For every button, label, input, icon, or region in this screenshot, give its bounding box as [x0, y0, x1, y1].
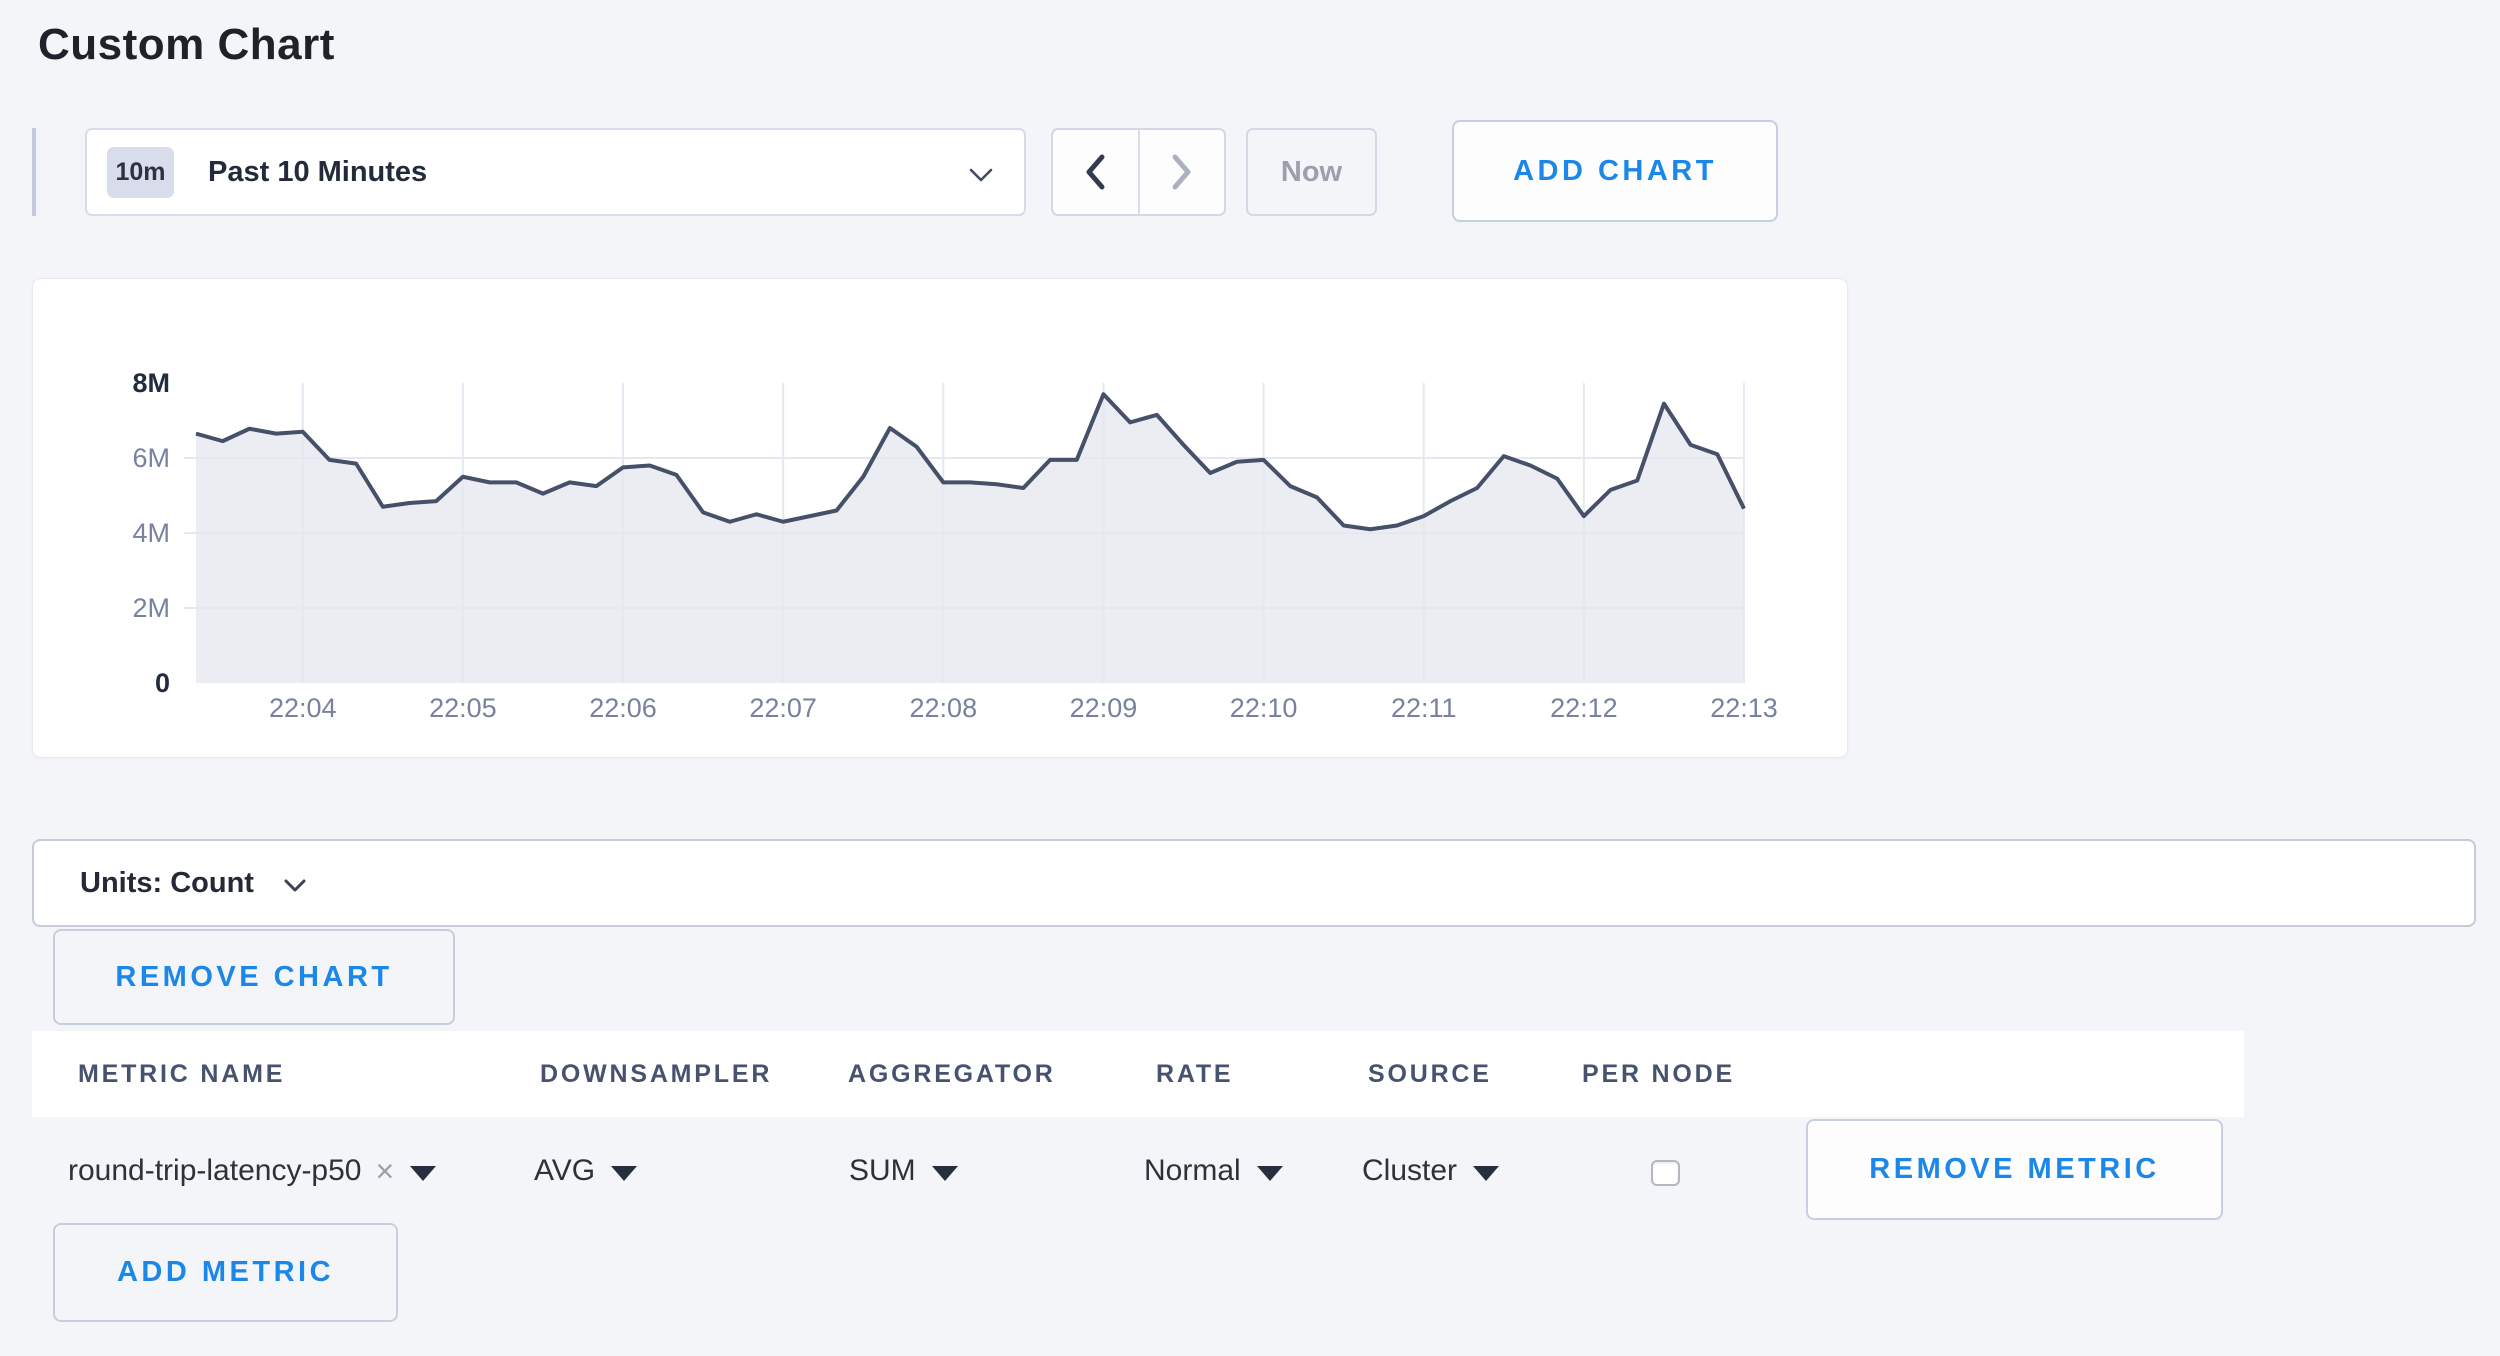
svg-text:22:08: 22:08 [910, 693, 978, 723]
svg-text:22:07: 22:07 [749, 693, 817, 723]
remove-metric-button[interactable]: REMOVE METRIC [1806, 1119, 2223, 1220]
chart-card: 22:04 22:05 22:06 22:07 22:08 22:09 22:10 22:11… [32, 278, 1848, 758]
svg-text:8M: 8M [132, 368, 170, 398]
metrics-table-header: METRIC NAME DOWNSAMPLER AGGREGATOR RATE … [32, 1031, 2244, 1117]
svg-text:22:05: 22:05 [429, 693, 497, 723]
time-window-label: Past 10 Minutes [208, 155, 428, 188]
time-window-badge: 10m [107, 146, 174, 198]
time-back-button[interactable] [1053, 130, 1140, 214]
svg-text:22:04: 22:04 [269, 693, 337, 723]
column-header-rate: RATE [1156, 1059, 1234, 1088]
time-series-chart: 22:04 22:05 22:06 22:07 22:08 22:09 22:10 22:11… [132, 368, 1778, 723]
toolbar-accent-bar [32, 128, 36, 216]
svg-text:22:12: 22:12 [1550, 693, 1618, 723]
svg-text:22:10: 22:10 [1230, 693, 1298, 723]
caret-down-icon [1473, 1165, 1500, 1181]
column-header-metric-name: METRIC NAME [78, 1059, 286, 1088]
caret-down-icon [931, 1165, 958, 1181]
svg-text:4M: 4M [132, 518, 170, 548]
svg-text:22:11: 22:11 [1391, 693, 1457, 723]
svg-text:6M: 6M [132, 443, 170, 473]
source-value: Cluster [1362, 1154, 1458, 1187]
svg-text:0: 0 [155, 668, 170, 698]
aggregator-value: SUM [849, 1154, 916, 1187]
add-chart-button[interactable]: ADD CHART [1452, 120, 1778, 222]
svg-text:2M: 2M [132, 593, 170, 623]
column-header-source: SOURCE [1368, 1059, 1492, 1088]
time-window-dropdown[interactable]: 10m Past 10 Minutes [85, 128, 1026, 216]
caret-down-icon [611, 1165, 638, 1181]
metric-name-value: round-trip-latency-p50 [68, 1154, 362, 1187]
svg-text:22:09: 22:09 [1070, 693, 1138, 723]
add-metric-button[interactable]: ADD METRIC [53, 1223, 398, 1322]
units-label: Units: Count [80, 866, 254, 899]
page-title: Custom Chart [38, 20, 335, 69]
metric-row: round-trip-latency-p50 × AVG SUM Normal … [32, 1117, 2476, 1225]
source-select[interactable]: Cluster [1362, 1117, 1500, 1225]
downsampler-select[interactable]: AVG [534, 1117, 638, 1225]
metric-name-select[interactable]: round-trip-latency-p50 × [68, 1117, 437, 1225]
units-dropdown[interactable]: Units: Count [32, 839, 2476, 927]
column-header-downsampler: DOWNSAMPLER [540, 1059, 773, 1088]
caret-down-icon [410, 1165, 437, 1181]
aggregator-select[interactable]: SUM [849, 1117, 958, 1225]
now-button[interactable]: Now [1246, 128, 1377, 216]
chevron-right-icon [1172, 154, 1191, 190]
svg-text:22:13: 22:13 [1710, 693, 1778, 723]
rate-select[interactable]: Normal [1144, 1117, 1283, 1225]
column-header-per-node: PER NODE [1582, 1059, 1735, 1088]
caret-down-icon [1256, 1165, 1283, 1181]
time-nav-group [1051, 128, 1226, 216]
x-clear-icon[interactable]: × [375, 1152, 395, 1189]
svg-text:22:06: 22:06 [589, 693, 657, 723]
chevron-left-icon [1086, 154, 1105, 190]
chevron-down-icon [284, 879, 306, 891]
column-header-aggregator: AGGREGATOR [848, 1059, 1056, 1088]
remove-chart-button[interactable]: REMOVE CHART [53, 929, 455, 1025]
chevron-down-icon [969, 168, 993, 182]
downsampler-value: AVG [534, 1154, 596, 1187]
per-node-checkbox[interactable] [1651, 1160, 1680, 1186]
time-forward-button[interactable] [1140, 130, 1225, 214]
rate-value: Normal [1144, 1154, 1241, 1187]
